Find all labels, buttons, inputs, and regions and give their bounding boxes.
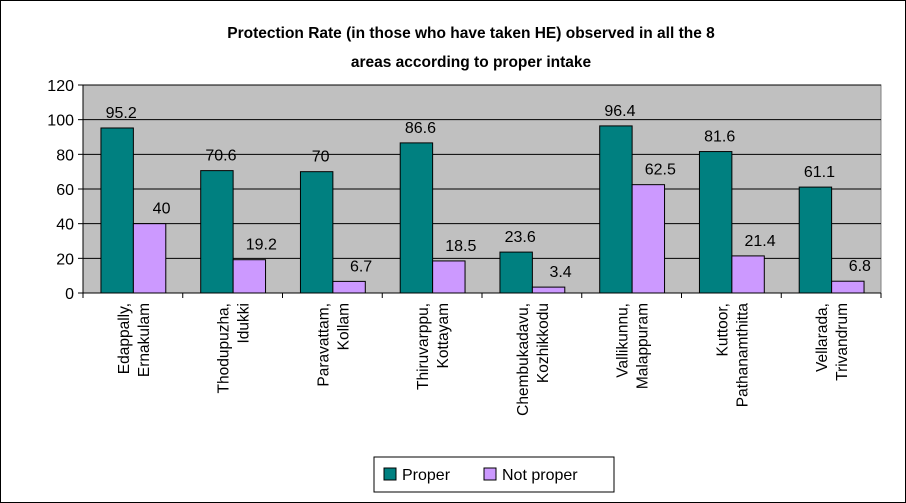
data-label-not-proper: 21.4 [745, 233, 776, 250]
bar-proper [698, 151, 733, 294]
bar-proper [499, 251, 533, 294]
legend-label-proper: Proper [402, 467, 451, 484]
category-label-line: Vellarada, [814, 303, 831, 372]
data-label-not-proper: 3.4 [549, 264, 571, 281]
category-label-line: Vallikunnu, [615, 303, 632, 378]
category-label-line: Kuttoor, [714, 303, 731, 356]
category-label-line: Paravattam, [315, 303, 332, 387]
data-label-proper: 70.6 [205, 148, 236, 165]
chart-title-line-2: areas according to proper intake [351, 54, 592, 71]
category-label: Chembukadavu, Kozhikkodu [515, 303, 552, 416]
bar-not-proper [731, 255, 765, 294]
bar-proper [299, 171, 334, 294]
y-tick-label: 20 [56, 251, 74, 268]
data-label-proper: 86.6 [405, 120, 436, 137]
category-label-line: Edappally, [116, 303, 133, 374]
data-label-proper: 23.6 [505, 229, 536, 246]
category-label: Vellarada, Trivandrum [814, 303, 851, 381]
data-label-not-proper: 6.8 [849, 258, 871, 275]
y-tick-label: 120 [47, 78, 74, 95]
category-label: Edappally, Ernakulam [116, 303, 153, 377]
data-label-not-proper: 62.5 [645, 162, 676, 179]
legend-swatch-not-proper [483, 467, 497, 481]
bar-proper [599, 125, 633, 294]
category-label: Vallikunnu, Malappuram [615, 303, 652, 389]
legend-label-not-proper: Not proper [502, 467, 578, 484]
bar-not-proper [132, 223, 167, 294]
y-tick-label: 60 [56, 182, 74, 199]
data-label-not-proper: 40 [153, 201, 171, 218]
bar-not-proper [531, 286, 566, 294]
category-label: Thodupuzha, Idukki [216, 303, 253, 394]
bar-not-proper [332, 280, 366, 294]
data-label-proper: 96.4 [604, 103, 635, 120]
data-label-not-proper: 6.7 [350, 258, 372, 275]
bar-not-proper [631, 184, 666, 294]
y-tick-label: 80 [56, 147, 74, 164]
category-label-line: Trivandrum [834, 303, 851, 381]
bar-not-proper [831, 280, 865, 294]
y-tick-label: 0 [65, 286, 74, 303]
chart-title-line-1: Protection Rate (in those who have taken… [227, 25, 715, 42]
category-label-line: Kottayam [435, 303, 452, 368]
category-label-line: Pathanamthitta [734, 303, 751, 408]
data-label-proper: 81.6 [704, 129, 735, 146]
category-label: Kuttoor, Pathanamthitta [714, 303, 751, 408]
y-tick-label: 40 [56, 217, 74, 234]
category-label-line: Ernakulam [136, 303, 153, 377]
data-label-not-proper: 19.2 [246, 237, 277, 254]
bar-proper [798, 186, 833, 294]
bar-proper [399, 142, 434, 294]
bar-not-proper [432, 260, 466, 294]
data-label-proper: 70 [312, 149, 330, 166]
category-label-line: Malappuram [635, 303, 652, 389]
category-label-line: Kozhikkodu [535, 303, 552, 383]
bar-proper [200, 170, 234, 294]
data-label-proper: 61.1 [804, 164, 835, 181]
bar-not-proper [232, 259, 267, 294]
category-label-line: Thiruvarppu, [415, 303, 432, 390]
category-label: Paravattam, Kollam [315, 303, 352, 387]
category-label-line: Thodupuzha, [216, 303, 233, 394]
category-label-line: Kollam [335, 303, 352, 350]
plot-area: 0 20 40 60 80 100 120 95.2 40 Edappally, Ernakulam… [47, 78, 882, 416]
legend-swatch-proper [383, 467, 397, 481]
data-label-proper: 95.2 [106, 105, 137, 122]
category-label: Thiruvarppu, Kottayam [415, 303, 452, 390]
y-tick-label: 100 [47, 113, 74, 130]
category-label-line: Chembukadavu, [515, 303, 532, 416]
bar-proper [100, 127, 134, 294]
category-label-line: Idukki [236, 303, 253, 344]
legend: Proper Not proper [373, 456, 615, 493]
data-label-not-proper: 18.5 [445, 238, 476, 255]
